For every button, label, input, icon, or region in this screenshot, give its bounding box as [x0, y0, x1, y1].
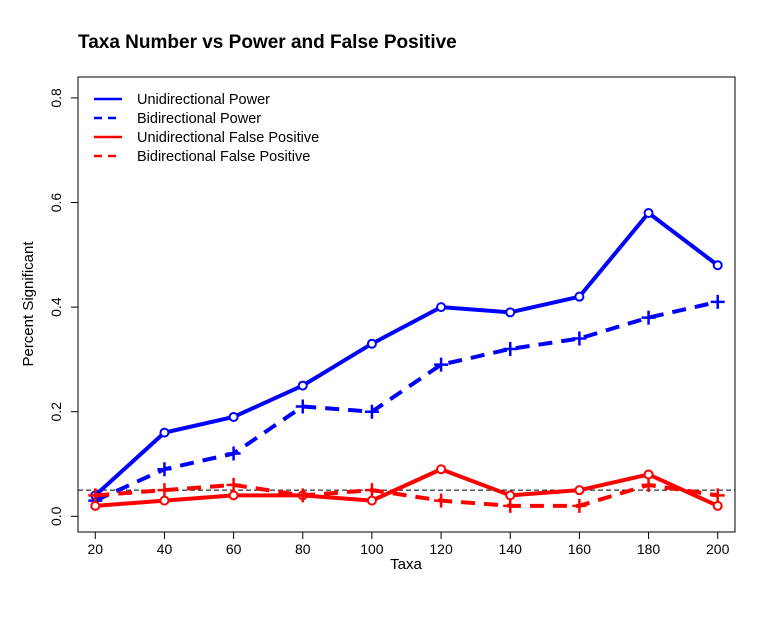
data-point [226, 446, 241, 461]
data-point [574, 291, 585, 302]
data-point [503, 341, 518, 356]
x-tick-label: 60 [226, 541, 242, 557]
x-tick-label: 120 [429, 541, 453, 557]
x-axis-label: Taxa [390, 556, 422, 573]
data-point [364, 483, 379, 498]
y-tick-label: 0.4 [48, 297, 64, 317]
y-tick-label: 0.6 [48, 193, 64, 213]
y-axis: 0.0 0.2 0.4 0.6 0.8 [48, 88, 79, 526]
x-tick-label: 100 [360, 541, 384, 557]
y-axis-label: Percent Significant [20, 241, 37, 367]
legend-entry: Bidirectional Power [137, 111, 261, 127]
data-point [503, 498, 518, 513]
data-point [159, 495, 170, 506]
series-line [93, 210, 719, 497]
x-tick-label: 20 [88, 541, 104, 557]
data-point [295, 399, 310, 414]
series-line [94, 299, 719, 503]
legend-entry: Bidirectional False Positive [137, 149, 310, 165]
y-tick-label: 0.2 [48, 402, 64, 422]
data-point [436, 464, 447, 475]
legend: Unidirectional Power Bidirectional Power U… [94, 92, 319, 165]
data-point [88, 488, 103, 503]
data-point [226, 477, 241, 492]
data-point [295, 488, 310, 503]
series-layer [88, 207, 725, 513]
data-point [157, 483, 172, 498]
data-point [366, 338, 377, 349]
data-point [505, 307, 516, 318]
series-1 [90, 207, 723, 501]
data-point [643, 207, 654, 218]
chart-title: Taxa Number vs Power and False Positive [78, 32, 457, 53]
data-point [710, 294, 725, 309]
x-tick-label: 180 [637, 541, 661, 557]
data-point [434, 493, 449, 508]
x-tick-label: 200 [706, 541, 730, 557]
x-tick-label: 40 [157, 541, 173, 557]
data-point [641, 477, 656, 492]
x-tick-label: 140 [499, 541, 523, 557]
data-point [641, 310, 656, 325]
data-point [436, 302, 447, 313]
x-tick-label: 80 [295, 541, 311, 557]
data-point [366, 495, 377, 506]
data-point [572, 498, 587, 513]
data-point [228, 490, 239, 501]
data-point [710, 488, 725, 503]
series-3 [90, 464, 723, 511]
data-point [159, 427, 170, 438]
series-line [95, 482, 719, 508]
legend-entry: Unidirectional Power [137, 92, 270, 108]
data-point [643, 469, 654, 480]
data-point [228, 411, 239, 422]
x-axis: 20 40 60 80 100 120 140 160 180 200 [88, 531, 730, 557]
data-point [712, 500, 723, 511]
data-point [572, 331, 587, 346]
series-4 [88, 477, 725, 513]
data-point [90, 500, 101, 511]
y-tick-label: 0.0 [48, 506, 64, 526]
data-point [157, 462, 172, 477]
data-point [574, 485, 585, 496]
data-point [364, 404, 379, 419]
data-point [505, 490, 516, 501]
legend-entry: Unidirectional False Positive [137, 130, 319, 146]
y-tick-label: 0.8 [48, 88, 64, 108]
data-point [712, 260, 723, 271]
x-tick-label: 160 [568, 541, 592, 557]
data-point [434, 357, 449, 372]
series-line [95, 467, 719, 508]
data-point [297, 380, 308, 391]
